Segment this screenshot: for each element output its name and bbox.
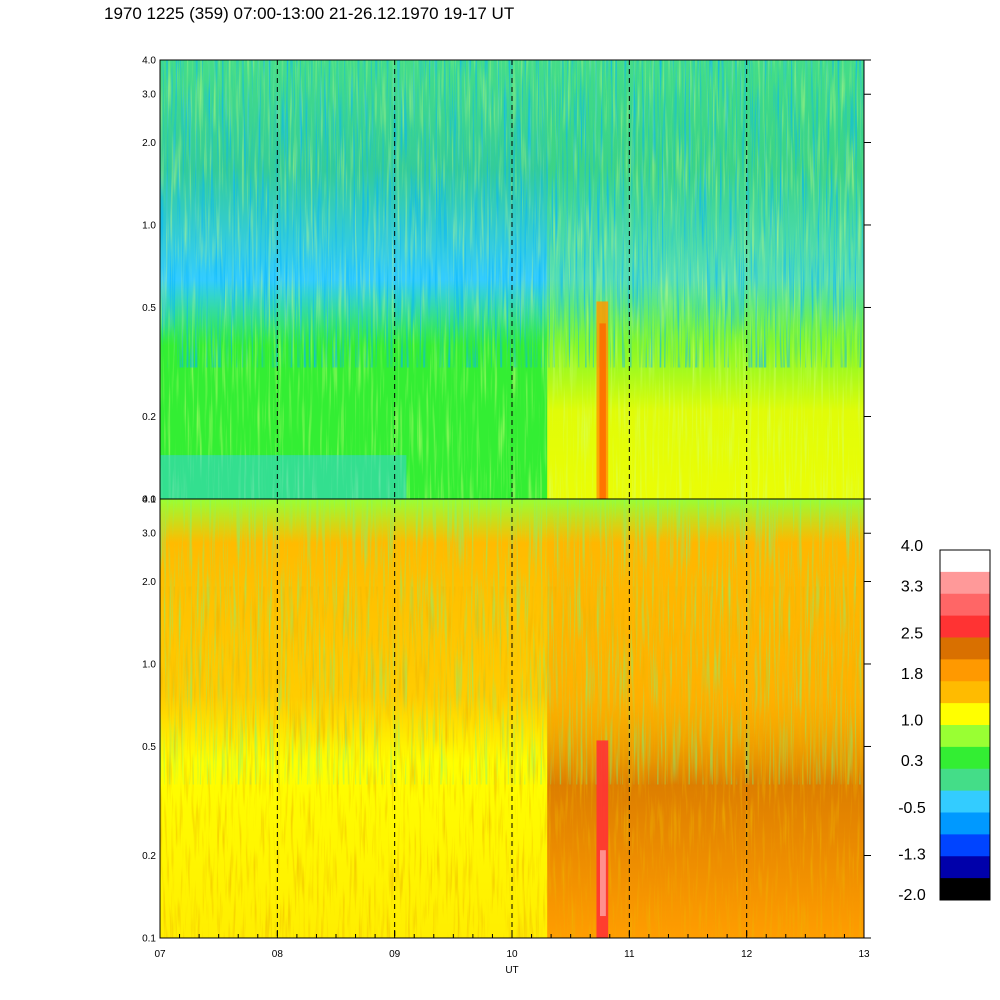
y-tick-label: 4.0 (142, 56, 156, 67)
x-tick-label: 08 (272, 949, 284, 960)
chart-title: 1970 1225 (359) 07:00-13:00 21-26.12.197… (104, 4, 515, 23)
colorbar-label: 3.3 (901, 579, 923, 596)
y-tick-label: 0.1 (142, 495, 156, 506)
colorbar-swatch (940, 790, 990, 813)
y-tick-label: 0.2 (142, 851, 156, 862)
colorbar-swatch (940, 681, 990, 704)
colorbar-swatch (940, 856, 990, 879)
x-tick-label: 10 (506, 949, 518, 960)
y-tick-label: 0.1 (142, 934, 156, 945)
colorbar-label: 0.3 (901, 753, 923, 770)
x-tick-label: 07 (154, 949, 166, 960)
colorbar-label: 4.0 (901, 538, 923, 555)
colorbar-swatch (940, 878, 990, 901)
colorbar-frame (939, 549, 991, 901)
y-tick-label: 1.0 (142, 220, 156, 231)
colorbar-label: -2.0 (898, 887, 926, 904)
y-tick-label: 2.0 (142, 138, 156, 149)
x-tick-label: 12 (741, 949, 753, 960)
colorbar-swatch (940, 812, 990, 835)
y-tick-label: 0.2 (142, 412, 156, 423)
colorbar-label: -0.5 (898, 800, 926, 817)
colorbar-swatch (940, 834, 990, 857)
colorbar: 4.0 3.3 2.5 1.8 1.0 0.3 -0.5 -1.3 -2.0 (898, 538, 991, 904)
colorbar-label: 2.5 (901, 625, 923, 642)
colorbar-swatch (940, 550, 990, 573)
colorbar-swatch (940, 746, 990, 770)
colorbar-swatch (940, 615, 990, 638)
colorbar-swatch (940, 637, 990, 660)
colorbar-label: 1.0 (901, 713, 923, 730)
colorbar-swatch (940, 571, 990, 595)
y-tick-label: 3.0 (142, 529, 156, 540)
y-tick-label: 1.0 (142, 659, 156, 670)
x-tick-label: 13 (858, 949, 870, 960)
x-axis-label: UT (505, 965, 518, 976)
colorbar-label: -1.3 (898, 846, 926, 863)
colorbar-swatch (940, 768, 990, 792)
colorbar-swatch (940, 593, 990, 617)
x-tick-label: 09 (389, 949, 401, 960)
x-axis: 07 08 09 10 11 12 13 (154, 930, 870, 960)
y-tick-label: 3.0 (142, 90, 156, 101)
colorbar-swatch (940, 725, 990, 748)
top-panel: 0.1 0.2 0.5 1.0 2.0 3.0 4.0 (142, 56, 871, 506)
y-tick-label: 0.5 (142, 303, 156, 314)
colorbar-swatch (940, 659, 990, 682)
x-tick-label: 11 (624, 949, 635, 960)
y-tick-label: 0.5 (142, 742, 156, 753)
y-tick-label: 2.0 (142, 577, 156, 588)
bottom-panel: 0.1 0.2 0.5 1.0 2.0 3.0 4.0 (142, 495, 871, 945)
y-tick-label: 4.0 (142, 495, 156, 506)
colorbar-label: 1.8 (901, 666, 923, 683)
colorbar-swatch (940, 703, 990, 726)
